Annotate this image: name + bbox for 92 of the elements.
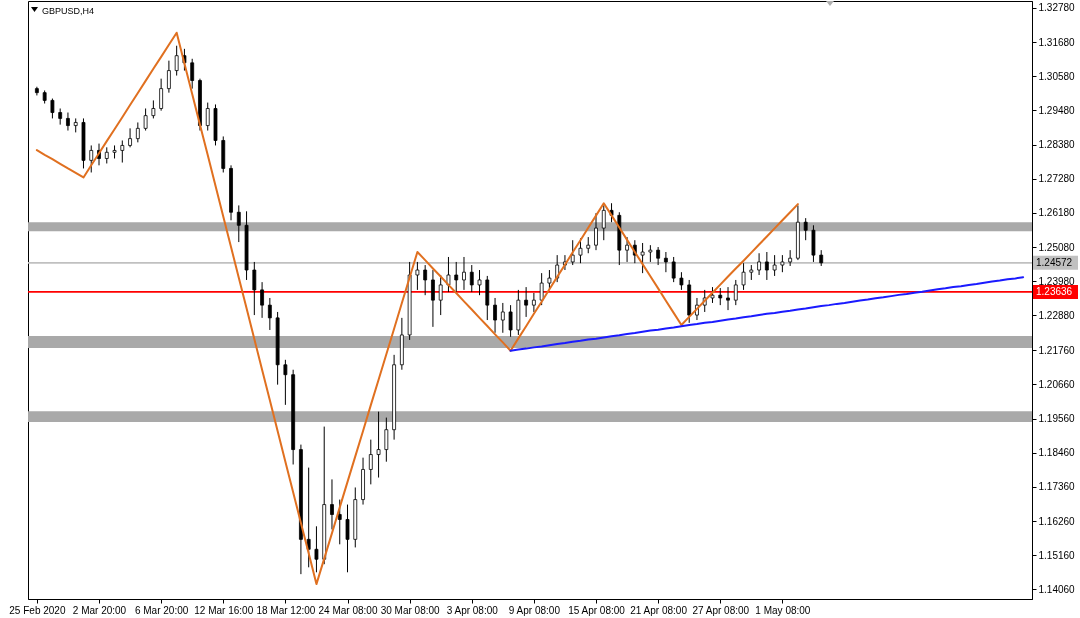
candlestick: [236, 204, 241, 243]
ref-line-label: 1.23636: [1036, 285, 1073, 297]
candlestick: [89, 144, 94, 173]
y-tick-label: 1.28380: [1038, 139, 1076, 151]
candlestick: [508, 304, 513, 338]
candlestick: [306, 467, 311, 568]
candlestick: [159, 78, 164, 112]
candlestick: [469, 264, 474, 293]
candlestick: [415, 261, 420, 291]
x-tick-label: 2 Mar 20:00: [72, 604, 127, 616]
candlestick: [135, 121, 140, 143]
candlestick: [524, 286, 529, 318]
candlestick: [190, 58, 195, 90]
candlestick: [423, 264, 428, 296]
candlestick: [283, 359, 288, 406]
x-tick-label: 12 Mar 16:00: [194, 604, 254, 616]
y-tick-label: 1.19560: [1038, 413, 1076, 425]
candlestick: [625, 236, 629, 263]
x-tick-label: 18 Mar 12:00: [256, 604, 316, 616]
candlestick: [50, 98, 55, 119]
y-tick-label: 1.14060: [1038, 583, 1076, 595]
candlestick: [803, 217, 808, 241]
y-tick-label: 1.27280: [1038, 173, 1076, 185]
candlestick: [733, 279, 738, 306]
candlestick: [330, 478, 334, 530]
y-tick-label: 1.29480: [1038, 104, 1076, 116]
candlestick: [477, 269, 482, 296]
line-series: [509, 276, 1025, 352]
candlestick: [345, 504, 350, 573]
x-tick-label: 25 Feb 2020: [9, 604, 66, 616]
candlestick: [570, 239, 575, 266]
x-tick-label: 9 Apr 08:00: [508, 604, 561, 616]
candlestick: [120, 139, 125, 164]
candlestick: [493, 297, 497, 334]
candlestick: [143, 107, 148, 132]
candlestick: [757, 252, 761, 276]
x-tick-label: 24 Mar 08:00: [318, 604, 378, 616]
x-tick-label: 6 Mar 20:00: [134, 604, 189, 616]
y-tick-label: 1.32780: [1038, 2, 1076, 14]
candlestick: [671, 256, 676, 283]
y-tick-label: 1.20660: [1038, 378, 1076, 390]
candlestick: [384, 417, 389, 463]
y-tick-label: 1.31680: [1038, 36, 1076, 48]
y-tick-label: 1.15160: [1038, 549, 1076, 561]
x-tick-label: 3 Apr 08:00: [446, 604, 499, 616]
y-tick-label: 1.26180: [1038, 207, 1076, 219]
y-tick-label: 1.22880: [1038, 309, 1076, 321]
y-tick-label: 1.21760: [1038, 344, 1076, 356]
x-tick-label: 21 Apr 08:00: [630, 604, 688, 616]
candlestick: [726, 286, 730, 311]
candlestick: [772, 254, 777, 277]
y-tick-label: 1.17360: [1038, 481, 1076, 493]
y-tick-label: 1.30580: [1038, 70, 1076, 82]
candlestick: [151, 99, 156, 119]
x-tick-label: 15 Apr 08:00: [568, 604, 626, 616]
candlestick: [267, 297, 272, 331]
y-tick-label: 1.18460: [1038, 447, 1076, 459]
candlestick: [205, 102, 210, 132]
candlestick: [314, 525, 319, 573]
x-tick-label: 1 May 08:00: [755, 604, 811, 616]
candlestick: [454, 261, 459, 293]
candlestick: [376, 411, 381, 479]
candlestick: [252, 261, 257, 316]
candlestick: [741, 262, 746, 291]
ref-line-label: 1.24572: [1036, 256, 1073, 268]
candlestick: [539, 272, 544, 306]
candlestick: [431, 269, 435, 328]
x-tick-label: 30 Mar 08:00: [380, 604, 441, 616]
y-tick-label: 1.16260: [1038, 515, 1076, 527]
candlestick: [640, 242, 645, 274]
candlestick: [656, 246, 661, 266]
line-series: [35, 31, 799, 586]
candlestick: [446, 256, 451, 293]
candlestick: [764, 251, 769, 281]
x-tick-label: 27 Apr 08:00: [692, 604, 750, 616]
candlestick: [594, 212, 598, 251]
candlestick: [601, 204, 606, 241]
candlestick: [66, 112, 70, 132]
candlestick: [500, 302, 505, 334]
candlestick: [337, 499, 342, 545]
y-tick-label: 1.23980: [1038, 275, 1076, 287]
candlestick: [260, 281, 264, 319]
candlestick: [531, 292, 536, 313]
candlestick: [462, 256, 466, 291]
candlestick: [788, 249, 793, 267]
y-tick-label: 1.25080: [1038, 241, 1076, 253]
candlestick: [167, 60, 171, 94]
candlestick: [664, 251, 668, 273]
text: GBPUSD,H4: [42, 6, 95, 16]
candlestick: [368, 439, 373, 485]
candlestick: [128, 127, 132, 148]
candlestick: [174, 45, 179, 77]
